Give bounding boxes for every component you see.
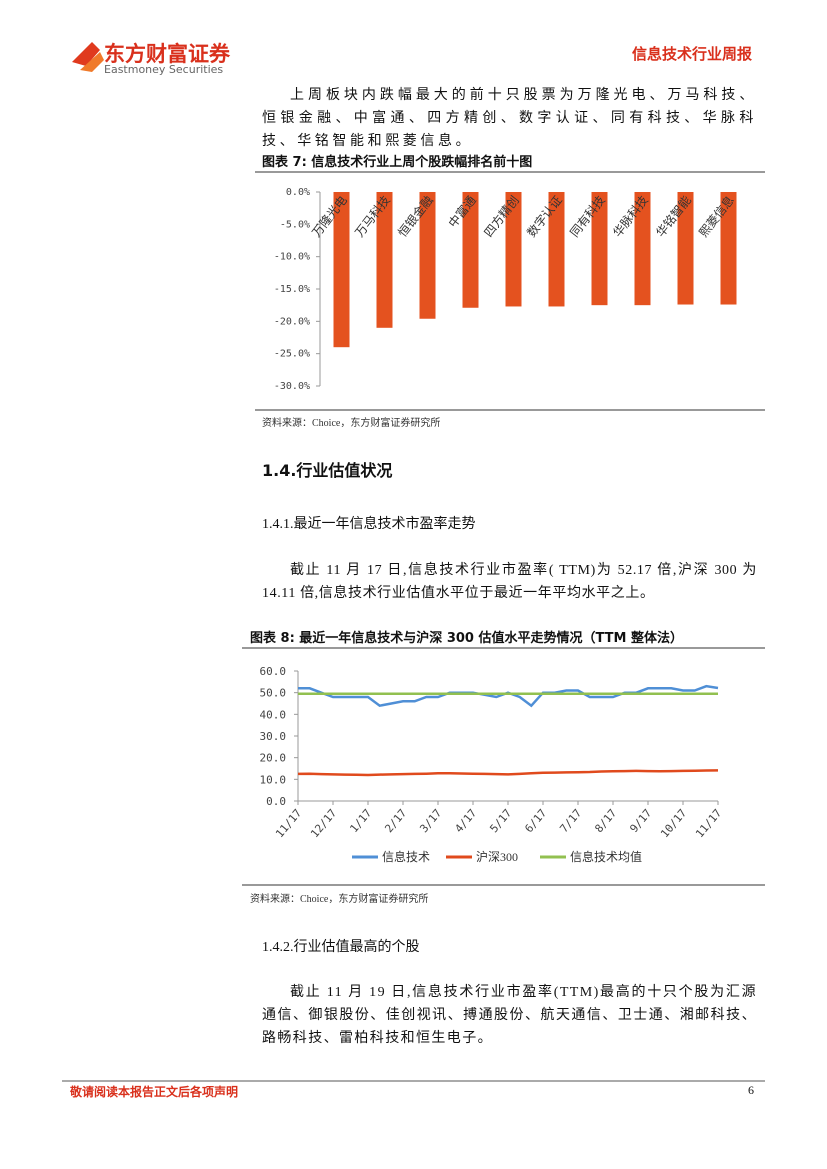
bar xyxy=(505,192,522,307)
logo-mark xyxy=(72,42,100,66)
x-tick-label: 6/17 xyxy=(522,807,549,836)
paragraph: 截止 11 月 19 日,信息技术行业市盈率(TTM)最高的十只个股为汇源通信、… xyxy=(262,985,757,1046)
y-tick-label: 0.0 xyxy=(266,795,286,808)
section-heading: 1.4.行业估值状况 xyxy=(262,461,393,480)
y-tick-label: 50.0 xyxy=(260,687,287,700)
series-line xyxy=(298,684,719,708)
figure-source: 资料来源：Choice，东方财富证券研究所 xyxy=(262,418,441,429)
bar xyxy=(634,192,651,306)
logo-mark xyxy=(80,52,104,72)
figure-title: 图表 8: 最近一年信息技术与沪深 300 估值水平走势情况（TTM 整体法） xyxy=(250,631,683,646)
x-tick-label: 11/17 xyxy=(273,807,304,841)
bar xyxy=(591,192,608,306)
bar xyxy=(462,192,479,308)
x-tick-label: 3/17 xyxy=(417,807,444,836)
bar xyxy=(720,192,737,305)
bar xyxy=(548,192,565,307)
disclaimer: 敬请阅读本报告正文后各项声明 xyxy=(70,1085,239,1099)
x-tick-label: 9/17 xyxy=(627,807,654,836)
y-tick-label: -20.0% xyxy=(274,316,310,327)
x-tick-label: 7/17 xyxy=(557,807,584,836)
y-tick-label: -5.0% xyxy=(280,219,310,230)
legend-label: 沪深300 xyxy=(476,850,518,864)
page-number: 6 xyxy=(748,1083,754,1097)
legend-label: 信息技术均值 xyxy=(570,849,642,864)
x-tick-label: 10/17 xyxy=(658,807,689,841)
bar xyxy=(333,192,350,348)
logo-text: 东方财富证券 xyxy=(104,42,230,66)
logo-subtext: Eastmoney Securities xyxy=(104,63,224,76)
report-type: 信息技术行业周报 xyxy=(631,45,752,63)
y-tick-label: 10.0 xyxy=(260,773,287,786)
y-tick-label: 60.0 xyxy=(260,665,287,678)
subsection-heading: 1.4.2.行业估值最高的个股 xyxy=(262,940,420,955)
y-tick-label: 30.0 xyxy=(260,730,287,743)
x-tick-label: 8/17 xyxy=(592,807,619,836)
figure-source: 资料来源：Choice，东方财富证券研究所 xyxy=(250,894,429,905)
y-tick-label: -25.0% xyxy=(274,349,310,360)
bar xyxy=(677,192,694,305)
bar xyxy=(419,192,436,319)
paragraph: 截止 11 月 17 日,信息技术行业市盈率( TTM)为 52.17 倍,沪深… xyxy=(262,563,757,601)
legend-label: 信息技术 xyxy=(382,849,430,864)
y-tick-label: -30.0% xyxy=(274,381,310,392)
subsection-heading: 1.4.1.最近一年信息技术市盈率走势 xyxy=(262,517,476,532)
y-tick-label: 40.0 xyxy=(260,708,287,721)
x-tick-label: 4/17 xyxy=(452,807,479,836)
x-tick-label: 11/17 xyxy=(693,807,724,841)
series-line xyxy=(297,769,719,777)
x-tick-label: 2/17 xyxy=(382,807,409,836)
y-tick-label: -15.0% xyxy=(274,284,310,295)
x-tick-label: 1/17 xyxy=(347,807,374,836)
x-tick-label: 12/17 xyxy=(308,807,339,841)
bar xyxy=(376,192,393,328)
figure-title: 图表 7: 信息技术行业上周个股跌幅排名前十图 xyxy=(262,155,533,170)
y-tick-label: 0.0% xyxy=(286,187,310,198)
y-tick-label: -10.0% xyxy=(274,252,310,263)
y-tick-label: 20.0 xyxy=(260,752,287,765)
paragraph: 上周板块内跌幅最大的前十只股票为万隆光电、万马科技、恒银金融、中富通、四方精创、… xyxy=(262,88,757,149)
x-tick-label: 5/17 xyxy=(487,807,514,836)
